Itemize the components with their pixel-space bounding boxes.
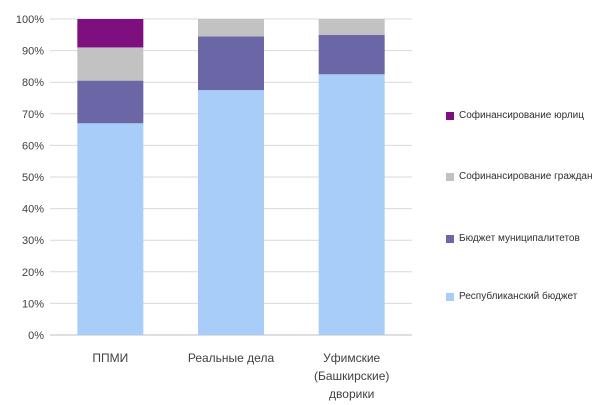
legend-item: Софинансирование граждан bbox=[446, 170, 609, 183]
legend-swatch bbox=[446, 235, 454, 243]
y-tick-label: 90% bbox=[22, 46, 44, 58]
y-tick-label: 70% bbox=[22, 109, 44, 121]
legend-label: Софинансирование граждан bbox=[459, 171, 593, 182]
legend-swatch bbox=[446, 112, 454, 120]
y-tick-label: 80% bbox=[22, 77, 44, 89]
bar-segment-2-3 bbox=[198, 19, 264, 37]
bar-segment-1-2 bbox=[77, 80, 144, 124]
y-tick-label: 10% bbox=[22, 298, 44, 310]
x-category-label: Реальные дела bbox=[188, 351, 275, 365]
y-tick-label: 30% bbox=[22, 235, 44, 247]
bar-segment-2-2 bbox=[198, 36, 264, 91]
legend-item: Бюджет муниципалитетов bbox=[446, 232, 609, 245]
chart-legend: Софинансирование юрлиц Софинансирование г… bbox=[446, 0, 616, 405]
legend-item: Софинансирование юрлиц bbox=[446, 109, 609, 122]
bar-segment-3-1 bbox=[318, 74, 385, 336]
legend-swatch bbox=[446, 293, 454, 301]
x-category-label: ППМИ bbox=[92, 351, 128, 365]
x-category-label: Уфимские (Башкирские) дворики bbox=[314, 351, 389, 401]
legend-label: Республиканский бюджет bbox=[459, 291, 578, 302]
legend-item: Республиканский бюджет bbox=[446, 290, 609, 303]
y-tick-label: 40% bbox=[22, 204, 44, 216]
bar-segment-1-3 bbox=[77, 47, 144, 81]
legend-label: Бюджет муниципалитетов bbox=[459, 233, 580, 244]
bar-segment-3-2 bbox=[318, 34, 385, 75]
y-tick-label: 20% bbox=[22, 267, 44, 279]
y-tick-label: 50% bbox=[22, 172, 44, 184]
y-tick-label: 100% bbox=[16, 14, 44, 26]
bar-segment-1-1 bbox=[77, 123, 144, 335]
y-tick-label: 0% bbox=[28, 330, 44, 342]
y-tick-label: 60% bbox=[22, 140, 44, 152]
bar-segment-1-4 bbox=[77, 19, 144, 48]
bar-segment-3-3 bbox=[318, 19, 385, 35]
bar-segment-2-1 bbox=[198, 90, 264, 335]
chart-plot-area: 0% 10% 20% 30% 40% 50% 60% 70% 80% 90% 100% ППМИ Реа… bbox=[16, 14, 412, 401]
legend-swatch bbox=[446, 173, 454, 181]
legend-label: Софинансирование юрлиц bbox=[459, 110, 584, 121]
